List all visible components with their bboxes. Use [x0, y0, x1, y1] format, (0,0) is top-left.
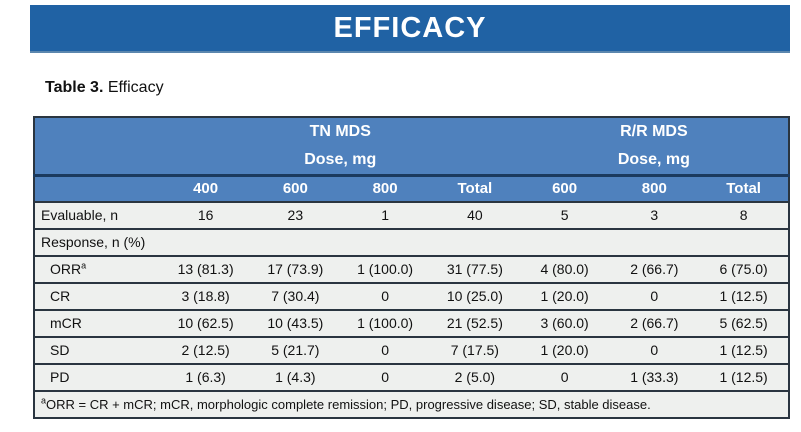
row-label-sd: SD	[34, 335, 161, 364]
cell-value: 10 (62.5)	[160, 308, 251, 337]
dose-header-rr-800: 800	[609, 174, 700, 202]
cell-value: 17 (73.9)	[250, 254, 341, 283]
dose-header-tn-400: 400	[160, 174, 251, 202]
cell-value: 4 (80.0)	[519, 254, 610, 283]
group-label-rr-mds: R/R MDS	[620, 123, 688, 140]
dose-header-rr-total: Total	[699, 174, 789, 202]
cell-value: 10 (43.5)	[250, 308, 341, 337]
table-body: Evaluable, n 16 23 1 40 5 3 8 Response, …	[34, 200, 789, 418]
group-header-row: TN MDS Dose, mg R/R MDS Dose, mg	[34, 117, 789, 176]
cell-value: 1 (12.5)	[699, 362, 789, 391]
group-header-rr-mds: R/R MDS Dose, mg	[519, 117, 789, 176]
table-caption-number: Table 3.	[45, 79, 104, 96]
group-header-tn-mds: TN MDS Dose, mg	[160, 117, 520, 176]
cell-value: 0	[609, 281, 700, 310]
table-footnote: aORR = CR + mCR; mCR, morphologic comple…	[34, 389, 789, 418]
cell-value: 7 (17.5)	[429, 335, 520, 364]
cell-value: 31 (77.5)	[429, 254, 520, 283]
table-row-orr: ORRa 13 (81.3) 17 (73.9) 1 (100.0) 31 (7…	[34, 254, 789, 283]
cell-value: 0	[340, 362, 430, 391]
table-row-mcr: mCR 10 (62.5) 10 (43.5) 1 (100.0) 21 (52…	[34, 308, 789, 337]
cell-value: 8	[699, 200, 789, 229]
cell-value: 2 (66.7)	[609, 254, 700, 283]
cell-value: 1 (6.3)	[160, 362, 251, 391]
group-label-tn-mds: TN MDS	[309, 123, 371, 140]
table-row-footnote: aORR = CR + mCR; mCR, morphologic comple…	[34, 389, 789, 418]
cell-value: 1 (12.5)	[699, 335, 789, 364]
table-row-pd: PD 1 (6.3) 1 (4.3) 0 2 (5.0) 0 1 (33.3) …	[34, 362, 789, 391]
cell-value: 1 (100.0)	[340, 254, 430, 283]
cell-value: 2 (66.7)	[609, 308, 700, 337]
row-label-orr: ORRa	[34, 254, 161, 283]
dose-header-tn-total: Total	[429, 174, 520, 202]
dose-header-row: 400 600 800 Total 600 800 Total	[34, 174, 789, 202]
orr-footnote-marker: a	[81, 260, 87, 271]
table-header: TN MDS Dose, mg R/R MDS Dose, mg 400 600…	[34, 117, 789, 202]
cell-value: 2 (12.5)	[160, 335, 251, 364]
row-label-pd: PD	[34, 362, 161, 391]
efficacy-table: TN MDS Dose, mg R/R MDS Dose, mg 400 600…	[33, 116, 790, 419]
table-row-sd: SD 2 (12.5) 5 (21.7) 0 7 (17.5) 1 (20.0)…	[34, 335, 789, 364]
cell-value: 0	[609, 335, 700, 364]
dose-header-rr-600: 600	[519, 174, 610, 202]
cell-value: 1 (20.0)	[519, 281, 610, 310]
cell-value: 1 (33.3)	[609, 362, 700, 391]
cell-value: 5	[519, 200, 610, 229]
cell-value: 0	[340, 281, 430, 310]
cell-value: 1 (100.0)	[340, 308, 430, 337]
cell-value: 1 (20.0)	[519, 335, 610, 364]
cell-value: 13 (81.3)	[160, 254, 251, 283]
cell-value: 2 (5.0)	[429, 362, 520, 391]
cell-value: 1	[340, 200, 430, 229]
cell-value: 0	[340, 335, 430, 364]
banner-title: EFFICACY	[333, 11, 487, 44]
cell-value: 3 (60.0)	[519, 308, 610, 337]
cell-value: 10 (25.0)	[429, 281, 520, 310]
cell-value: 5 (62.5)	[699, 308, 789, 337]
row-label-mcr: mCR	[34, 308, 161, 337]
dose-header-tn-800: 800	[340, 174, 430, 202]
dose-header-tn-600: 600	[250, 174, 341, 202]
corner-cell	[34, 117, 161, 176]
cell-value: 1 (12.5)	[699, 281, 789, 310]
cell-value: 0	[519, 362, 610, 391]
dose-header-empty	[34, 174, 161, 202]
cell-value: 6 (75.0)	[699, 254, 789, 283]
table-row-evaluable: Evaluable, n 16 23 1 40 5 3 8	[34, 200, 789, 229]
cell-value: 21 (52.5)	[429, 308, 520, 337]
cell-value: 3 (18.8)	[160, 281, 251, 310]
efficacy-banner: EFFICACY	[30, 5, 790, 53]
table-caption: Table 3. Efficacy	[45, 79, 164, 97]
cell-value: 40	[429, 200, 520, 229]
cell-value: 5 (21.7)	[250, 335, 341, 364]
table-row-cr: CR 3 (18.8) 7 (30.4) 0 10 (25.0) 1 (20.0…	[34, 281, 789, 310]
footnote-text: ORR = CR + mCR; mCR, morphologic complet…	[46, 396, 651, 412]
table-caption-text: Efficacy	[103, 79, 164, 96]
cell-value: 3	[609, 200, 700, 229]
row-label-cr: CR	[34, 281, 161, 310]
orr-label-text: ORR	[50, 261, 82, 277]
group-sublabel-tn-dose: Dose, mg	[304, 151, 377, 168]
table-row-response-section: Response, n (%)	[34, 227, 789, 256]
row-label-evaluable: Evaluable, n	[34, 200, 161, 229]
section-label-response: Response, n (%)	[34, 227, 789, 256]
cell-value: 23	[250, 200, 341, 229]
cell-value: 1 (4.3)	[250, 362, 341, 391]
cell-value: 16	[160, 200, 251, 229]
footnote-marker: a	[41, 395, 47, 406]
cell-value: 7 (30.4)	[250, 281, 341, 310]
group-sublabel-rr-dose: Dose, mg	[617, 151, 690, 168]
